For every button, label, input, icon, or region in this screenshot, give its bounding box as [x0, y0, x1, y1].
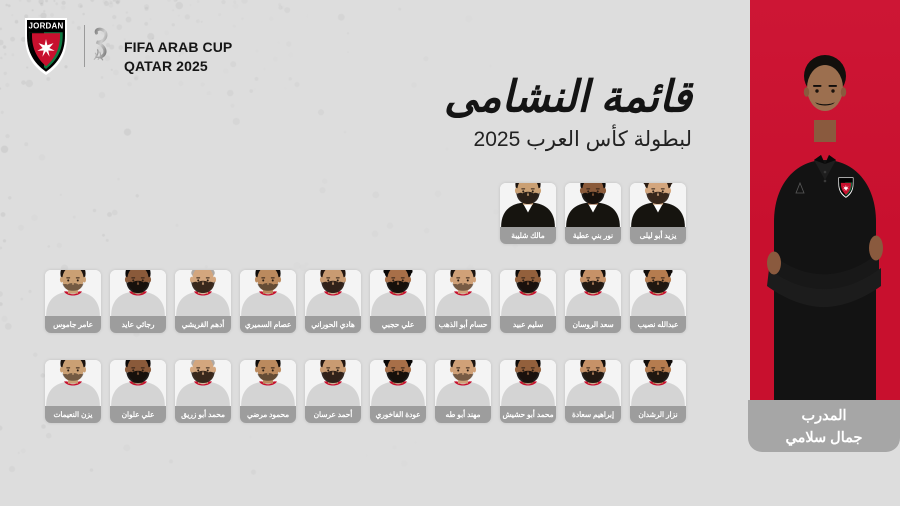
- svg-text:JORDAN: JORDAN: [29, 22, 64, 31]
